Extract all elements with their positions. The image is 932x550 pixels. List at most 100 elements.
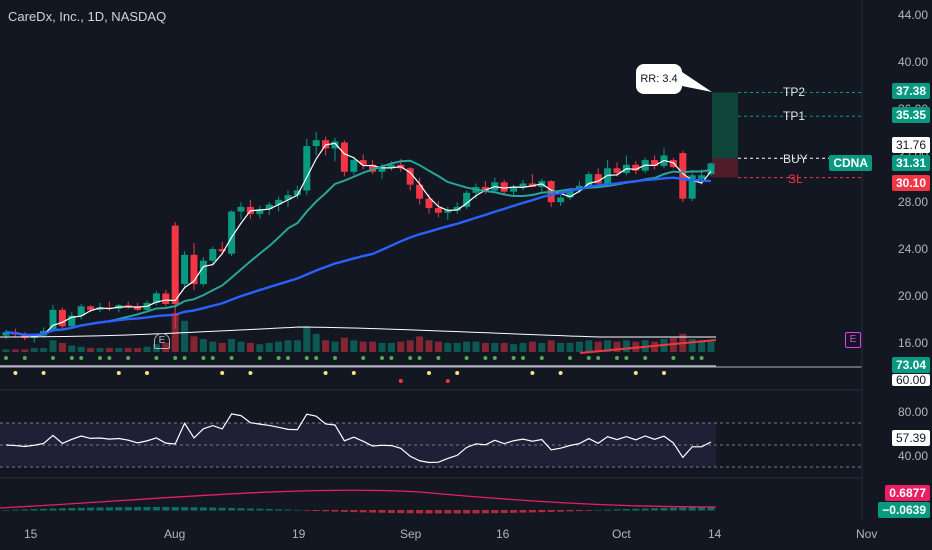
entry-price-tag: 31.76 bbox=[891, 137, 930, 153]
signal-dot bbox=[389, 356, 394, 360]
price-tick-label: 28.00 bbox=[897, 195, 928, 210]
time-tick-label: 15 bbox=[24, 527, 38, 541]
signal-dot bbox=[314, 356, 319, 360]
volume-bar bbox=[707, 341, 715, 352]
volume-bar bbox=[228, 339, 236, 352]
volume-bar bbox=[21, 349, 29, 352]
candle-body bbox=[96, 307, 104, 310]
signal-dot bbox=[304, 356, 309, 360]
volume-bar bbox=[134, 348, 142, 352]
volume-bar bbox=[406, 340, 414, 352]
earnings-upcoming-icon[interactable]: E bbox=[845, 332, 861, 348]
macd-hist-bar bbox=[557, 510, 565, 512]
signal-dot bbox=[276, 356, 281, 360]
volume-bar bbox=[322, 340, 330, 352]
volume-bar bbox=[11, 349, 19, 352]
signal-dot bbox=[323, 371, 328, 375]
macd-hist-bar bbox=[68, 508, 76, 511]
last-price-tag: 31.31 bbox=[891, 155, 930, 171]
macd-hist-bar bbox=[218, 507, 226, 511]
volume-bar bbox=[246, 342, 254, 352]
macd-hist-bar bbox=[397, 510, 405, 514]
volume-bar bbox=[387, 342, 395, 352]
signal-dot bbox=[568, 356, 572, 360]
signal-dot bbox=[464, 356, 469, 360]
macd-hist-bar bbox=[669, 507, 677, 511]
earnings-event-icon[interactable]: E bbox=[154, 333, 170, 349]
macd-hist-bar bbox=[181, 507, 189, 511]
signal-dot bbox=[633, 371, 638, 375]
macd-hist-bar bbox=[416, 510, 424, 514]
time-tick-label: 19 bbox=[292, 527, 306, 541]
macd-hist-bar bbox=[237, 508, 245, 511]
signal-dot bbox=[455, 371, 460, 375]
volume-bar bbox=[510, 344, 518, 352]
signal-dot bbox=[257, 356, 262, 360]
volume-bar bbox=[87, 348, 95, 352]
signal-dot bbox=[615, 356, 619, 360]
candle-body bbox=[707, 163, 715, 175]
volume-bar bbox=[218, 342, 226, 352]
candle-body bbox=[613, 168, 621, 173]
macd-hist-bar bbox=[11, 509, 19, 511]
rsi-value-tag: 57.39 bbox=[891, 430, 930, 446]
tp2-price-tag: 37.38 bbox=[891, 83, 930, 99]
candle-body bbox=[510, 186, 518, 192]
signal-dot bbox=[41, 371, 46, 375]
volume-bar bbox=[604, 340, 612, 352]
volume-bar bbox=[698, 340, 706, 352]
ma-fast-line bbox=[5, 142, 712, 337]
macd-hist-bar bbox=[312, 510, 320, 511]
signal-dot bbox=[643, 356, 648, 360]
signal-dot bbox=[145, 371, 149, 375]
stop-loss-zone bbox=[712, 158, 738, 178]
macd-hist-bar bbox=[87, 507, 95, 511]
macd-hist-bar bbox=[162, 507, 170, 511]
candle-body bbox=[500, 182, 508, 192]
candle-body bbox=[134, 306, 142, 310]
volume-bar bbox=[199, 339, 207, 352]
price-tick-label: 20.00 bbox=[897, 288, 928, 303]
volume-bar bbox=[303, 326, 311, 352]
macd-hist-bar bbox=[293, 509, 301, 511]
macd-hist-bar bbox=[434, 510, 442, 514]
signal-dot bbox=[220, 371, 225, 375]
macd-hist-bar bbox=[500, 510, 508, 513]
volume-bar bbox=[331, 341, 339, 352]
candle-body bbox=[444, 210, 452, 213]
tp1-price-tag: 35.35 bbox=[891, 107, 930, 123]
tp1-label: TP1 bbox=[783, 109, 806, 123]
signal-dot bbox=[182, 356, 187, 360]
candle-body bbox=[237, 206, 245, 212]
candle-body bbox=[387, 164, 395, 168]
time-tick-label: 14 bbox=[708, 527, 722, 541]
volume-bar bbox=[585, 340, 593, 352]
candle-body bbox=[557, 197, 565, 203]
candle-body bbox=[594, 174, 602, 184]
volume-bar bbox=[557, 342, 565, 352]
macd-hist-bar bbox=[58, 508, 66, 511]
volume-bar bbox=[40, 348, 48, 352]
candle-body bbox=[58, 309, 66, 327]
candle-body bbox=[87, 306, 95, 310]
macd-hist-bar bbox=[510, 510, 518, 513]
candle-body bbox=[171, 225, 179, 304]
macd-hist-bar bbox=[632, 508, 640, 511]
trend-line-red bbox=[579, 339, 717, 354]
candle-body bbox=[378, 167, 386, 172]
candle-body bbox=[453, 206, 461, 211]
candle-body bbox=[463, 192, 471, 207]
signal-dot bbox=[51, 356, 55, 360]
signal-dot bbox=[408, 356, 413, 360]
volume-bar bbox=[77, 346, 85, 352]
signal-dot bbox=[201, 356, 206, 360]
signal-dot bbox=[530, 371, 535, 375]
signal-dot bbox=[79, 356, 84, 360]
macd-hist-bar bbox=[547, 510, 555, 512]
volume-bar bbox=[547, 340, 555, 352]
signal-dot bbox=[154, 356, 159, 360]
candle-body bbox=[265, 204, 273, 210]
signal-dot bbox=[398, 379, 403, 383]
candle-body bbox=[21, 334, 29, 338]
